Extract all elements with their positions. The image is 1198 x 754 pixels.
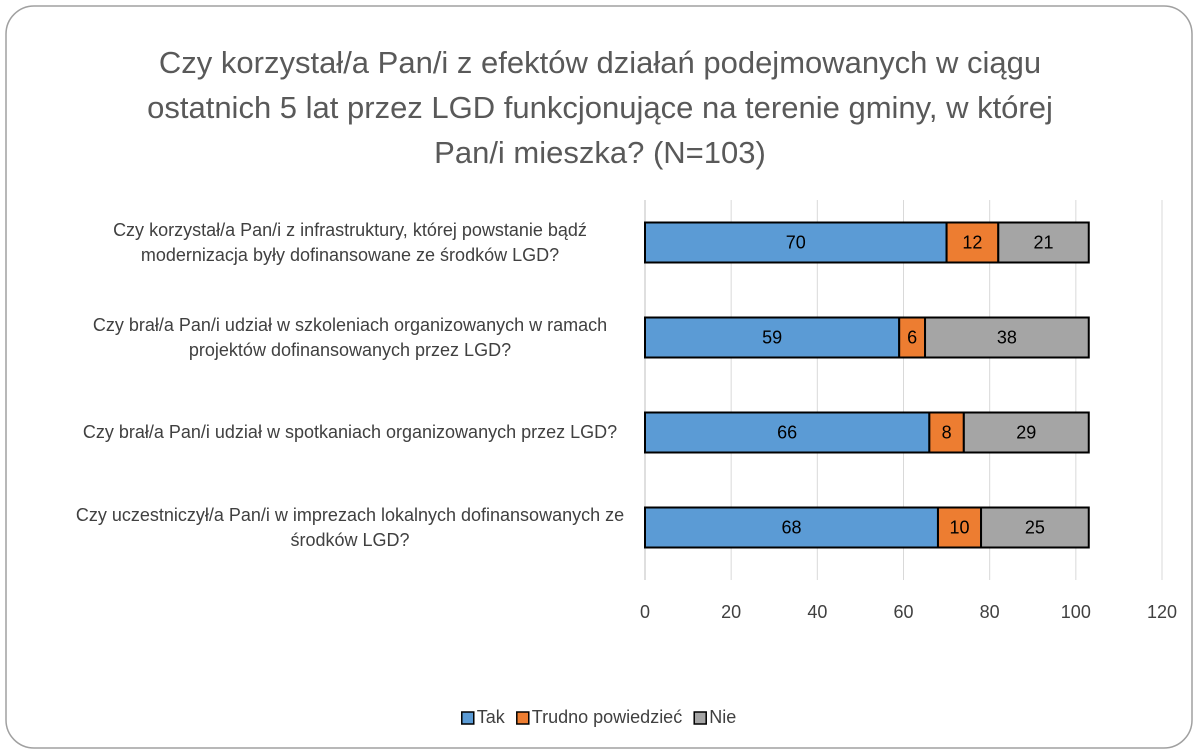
data-label: 59 xyxy=(762,327,782,347)
data-label: 10 xyxy=(949,517,969,537)
bar-segment xyxy=(997,221,1090,264)
data-label: 25 xyxy=(1025,517,1045,537)
data-label: 8 xyxy=(942,422,952,442)
data-label: 38 xyxy=(997,327,1017,347)
data-label: 70 xyxy=(786,232,806,252)
bar-segment xyxy=(924,316,1090,359)
legend-swatch xyxy=(461,711,475,725)
legend-label: Trudno powiedzieć xyxy=(532,707,682,727)
bar-segment xyxy=(928,411,965,454)
y-tick-label: Czy uczestniczył/a Pan/i w imprezach lok… xyxy=(75,504,625,550)
bar-segment xyxy=(644,221,948,264)
bar-segment xyxy=(644,316,901,359)
legend-swatch xyxy=(516,711,530,725)
y-tick-label: Czy korzystał/a Pan/i z infrastruktury, … xyxy=(113,219,587,265)
bar-segment xyxy=(962,411,1090,454)
bar-segment xyxy=(644,411,931,454)
data-label: 6 xyxy=(907,327,917,347)
bar-segment xyxy=(898,316,927,359)
x-tick-label: 60 xyxy=(893,602,913,622)
chart-title: Czy korzystał/a Pan/i z efektów działań … xyxy=(147,45,1053,170)
x-tick-label: 120 xyxy=(1147,602,1177,622)
frame xyxy=(5,5,1193,749)
x-tick-label: 80 xyxy=(980,602,1000,622)
y-tick-label: Czy brał/a Pan/i udział w szkoleniach or… xyxy=(92,314,608,360)
x-tick-label: 20 xyxy=(721,602,741,622)
data-label: 68 xyxy=(781,517,801,537)
y-tick-label: Czy brał/a Pan/i udział w spotkaniach or… xyxy=(82,422,618,442)
x-tick-label: 0 xyxy=(640,602,650,622)
data-label: 29 xyxy=(1016,422,1036,442)
data-label: 21 xyxy=(1034,232,1054,252)
bar-segment xyxy=(945,221,1000,264)
legend-swatch xyxy=(693,711,707,725)
x-tick-label: 100 xyxy=(1061,602,1091,622)
bar-segment xyxy=(980,506,1090,549)
data-label: 66 xyxy=(777,422,797,442)
bar-segment xyxy=(644,506,939,549)
data-label: 12 xyxy=(962,232,982,252)
legend-label: Nie xyxy=(709,707,736,727)
bar-segment xyxy=(936,506,983,549)
x-tick-label: 40 xyxy=(807,602,827,622)
legend-label: Tak xyxy=(477,707,506,727)
